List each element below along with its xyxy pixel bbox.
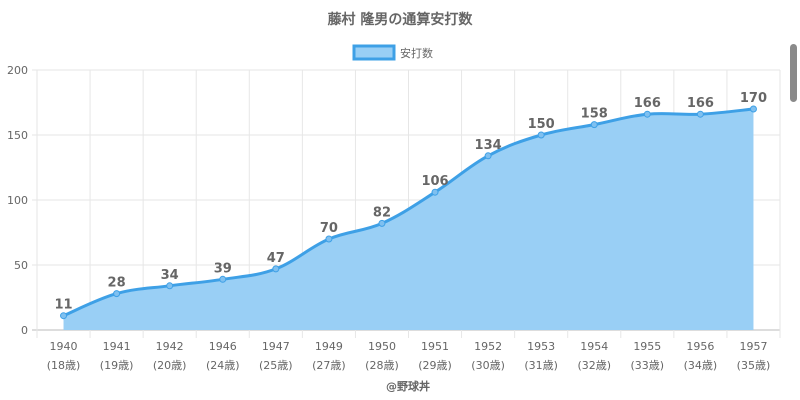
x-axis-label: @野球丼 <box>386 379 430 393</box>
data-point[interactable] <box>749 105 757 113</box>
legend-swatch <box>352 44 396 61</box>
data-label: 34 <box>161 268 179 283</box>
data-point[interactable] <box>484 152 492 160</box>
x-tick-label: 1947 <box>262 340 290 353</box>
data-point[interactable] <box>590 121 598 129</box>
x-tick-label: 1942 <box>156 340 184 353</box>
scrollbar[interactable] <box>790 44 797 102</box>
x-tick-label: 1953 <box>527 340 555 353</box>
data-label: 150 <box>528 117 555 132</box>
x-tick-sublabel: (30歳) <box>471 359 505 372</box>
x-tick-label: 1941 <box>103 340 131 353</box>
data-label: 166 <box>634 96 661 111</box>
x-tick-sublabel: (19歳) <box>100 359 134 372</box>
x-tick-sublabel: (33歳) <box>631 359 665 372</box>
x-tick-sublabel: (25歳) <box>259 359 293 372</box>
x-tick-label: 1952 <box>474 340 502 353</box>
x-tick-label: 1954 <box>580 340 608 353</box>
data-point[interactable] <box>60 312 68 320</box>
x-tick-sublabel: (28歳) <box>365 359 399 372</box>
x-tick-label: 1940 <box>50 340 78 353</box>
y-tick-label: 50 <box>14 259 28 272</box>
legend-label: 安打数 <box>400 46 433 60</box>
data-point[interactable] <box>113 290 121 298</box>
x-tick-sublabel: (35歳) <box>737 359 771 372</box>
x-tick-sublabel: (18歳) <box>47 359 81 372</box>
data-label: 39 <box>214 261 232 276</box>
data-label: 134 <box>475 138 502 153</box>
data-point[interactable] <box>431 188 439 196</box>
x-tick-label: 1951 <box>421 340 449 353</box>
data-point[interactable] <box>325 235 333 243</box>
data-point[interactable] <box>219 275 227 283</box>
data-point[interactable] <box>643 110 651 118</box>
y-tick-label: 150 <box>7 129 28 142</box>
data-point[interactable] <box>537 131 545 139</box>
data-label: 47 <box>267 251 285 266</box>
data-label: 170 <box>740 91 767 106</box>
legend[interactable]: 安打数 <box>352 44 433 61</box>
x-tick-label: 1956 <box>686 340 714 353</box>
data-label: 106 <box>421 174 448 189</box>
x-tick-sublabel: (27歳) <box>312 359 346 372</box>
x-tick-label: 1950 <box>368 340 396 353</box>
x-tick-sublabel: (32歳) <box>577 359 611 372</box>
data-label: 166 <box>687 96 714 111</box>
x-tick-sublabel: (24歳) <box>206 359 240 372</box>
y-tick-label: 0 <box>21 324 28 337</box>
data-label: 11 <box>54 298 72 313</box>
y-tick-label: 200 <box>7 64 28 77</box>
area-fill <box>63 109 754 330</box>
data-label: 82 <box>373 205 391 220</box>
data-point[interactable] <box>272 265 280 273</box>
x-tick-label: 1957 <box>739 340 767 353</box>
y-tick-label: 100 <box>7 194 28 207</box>
data-label: 28 <box>108 276 126 291</box>
x-tick-sublabel: (34歳) <box>684 359 718 372</box>
x-tick-sublabel: (31歳) <box>524 359 558 372</box>
series-line <box>62 107 754 318</box>
data-label: 158 <box>581 107 608 122</box>
data-point[interactable] <box>696 110 704 118</box>
data-label: 70 <box>320 221 338 236</box>
chart-title: 藤村 隆男の通算安打数 <box>328 11 474 28</box>
x-tick-label: 1949 <box>315 340 343 353</box>
x-tick-sublabel: (20歳) <box>153 359 187 372</box>
x-tick-sublabel: (29歳) <box>418 359 452 372</box>
data-point[interactable] <box>378 219 386 227</box>
x-tick-label: 1955 <box>633 340 661 353</box>
x-tick-label: 1946 <box>209 340 237 353</box>
data-point[interactable] <box>166 282 174 290</box>
